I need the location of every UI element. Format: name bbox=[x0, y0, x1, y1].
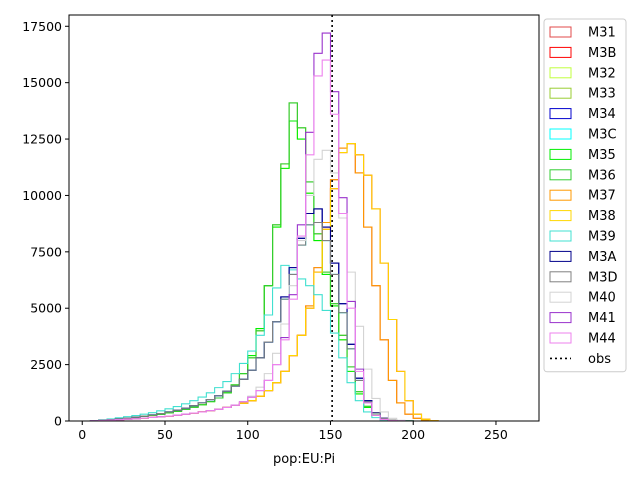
legend-swatch bbox=[549, 271, 572, 283]
legend-label: M39 bbox=[588, 230, 616, 245]
y-tick-label: 17500 bbox=[22, 19, 62, 34]
legend-swatch bbox=[549, 312, 572, 324]
series-m39-line bbox=[82, 264, 439, 422]
legend-swatch bbox=[549, 210, 572, 222]
y-axis-ticks: 0 2500 5000 7500 10000 12500 15000 17500 bbox=[22, 19, 69, 429]
legend-label: M41 bbox=[588, 311, 616, 326]
x-tick-label: 100 bbox=[236, 427, 260, 442]
legend-label: M37 bbox=[588, 189, 616, 204]
y-tick-label: 5000 bbox=[30, 301, 62, 316]
axes-frame bbox=[68, 14, 540, 422]
legend-swatch bbox=[549, 189, 572, 201]
legend-swatch bbox=[549, 148, 572, 160]
y-tick-label: 7500 bbox=[30, 244, 62, 259]
legend-swatch bbox=[549, 250, 572, 262]
x-tick-label: 150 bbox=[319, 427, 343, 442]
legend-label: M38 bbox=[588, 209, 616, 224]
legend-swatch bbox=[549, 67, 572, 79]
legend-label: M3C bbox=[588, 128, 617, 143]
legend-swatch bbox=[549, 291, 572, 303]
legend-label: M3D bbox=[588, 270, 618, 285]
series-layer bbox=[82, 32, 439, 422]
legend-swatch bbox=[549, 46, 572, 58]
legend-label: M35 bbox=[588, 148, 616, 163]
y-tick-label: 12500 bbox=[22, 132, 62, 147]
series-m44-line bbox=[82, 59, 439, 422]
x-tick-label: 50 bbox=[157, 427, 173, 442]
legend: M31 M3B M32 M33 M34 M3C M35 M36 M37 M38 M39 M3A M3D M… bbox=[543, 18, 627, 373]
x-tick-label: 0 bbox=[78, 427, 86, 442]
x-axis-label: pop:EU:Pi bbox=[273, 452, 335, 467]
legend-swatch bbox=[549, 87, 572, 99]
legend-label: M33 bbox=[588, 87, 616, 102]
y-tick-label: 0 bbox=[54, 414, 62, 429]
legend-box bbox=[543, 18, 627, 373]
x-tick-label: 250 bbox=[484, 427, 508, 442]
legend-label: M40 bbox=[588, 291, 616, 306]
legend-swatch bbox=[549, 230, 572, 242]
y-tick-label: 2500 bbox=[30, 357, 62, 372]
x-tick-label: 200 bbox=[401, 427, 425, 442]
plot-area bbox=[69, 15, 539, 421]
legend-label: M31 bbox=[588, 26, 616, 41]
legend-swatch bbox=[549, 108, 572, 120]
legend-swatch bbox=[549, 169, 572, 181]
legend-label: M3A bbox=[588, 250, 616, 265]
y-tick-label: 15000 bbox=[22, 75, 62, 90]
legend-label: M36 bbox=[588, 168, 616, 183]
legend-label: M32 bbox=[588, 66, 616, 81]
legend-swatch bbox=[549, 332, 572, 344]
axes-border bbox=[68, 14, 540, 422]
legend-label: obs bbox=[588, 352, 611, 367]
legend-label: M34 bbox=[588, 107, 616, 122]
legend-swatch bbox=[549, 26, 572, 38]
legend-swatch bbox=[549, 128, 572, 140]
x-axis-ticks: 0 50 100 150 200 250 bbox=[78, 421, 508, 442]
legend-label: M3B bbox=[588, 46, 616, 61]
y-tick-label: 10000 bbox=[22, 188, 62, 203]
plot-background bbox=[69, 15, 539, 421]
legend-label: M44 bbox=[588, 332, 616, 347]
